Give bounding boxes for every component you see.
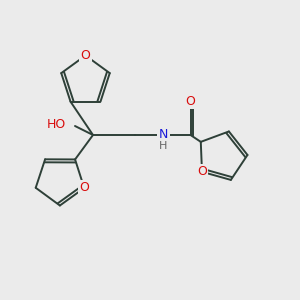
- Text: O: O: [197, 165, 207, 178]
- Text: N: N: [159, 128, 168, 141]
- Text: HO: HO: [47, 118, 66, 131]
- Text: H: H: [159, 141, 168, 152]
- Text: O: O: [186, 94, 195, 108]
- Text: O: O: [79, 182, 89, 194]
- Text: O: O: [81, 49, 90, 62]
